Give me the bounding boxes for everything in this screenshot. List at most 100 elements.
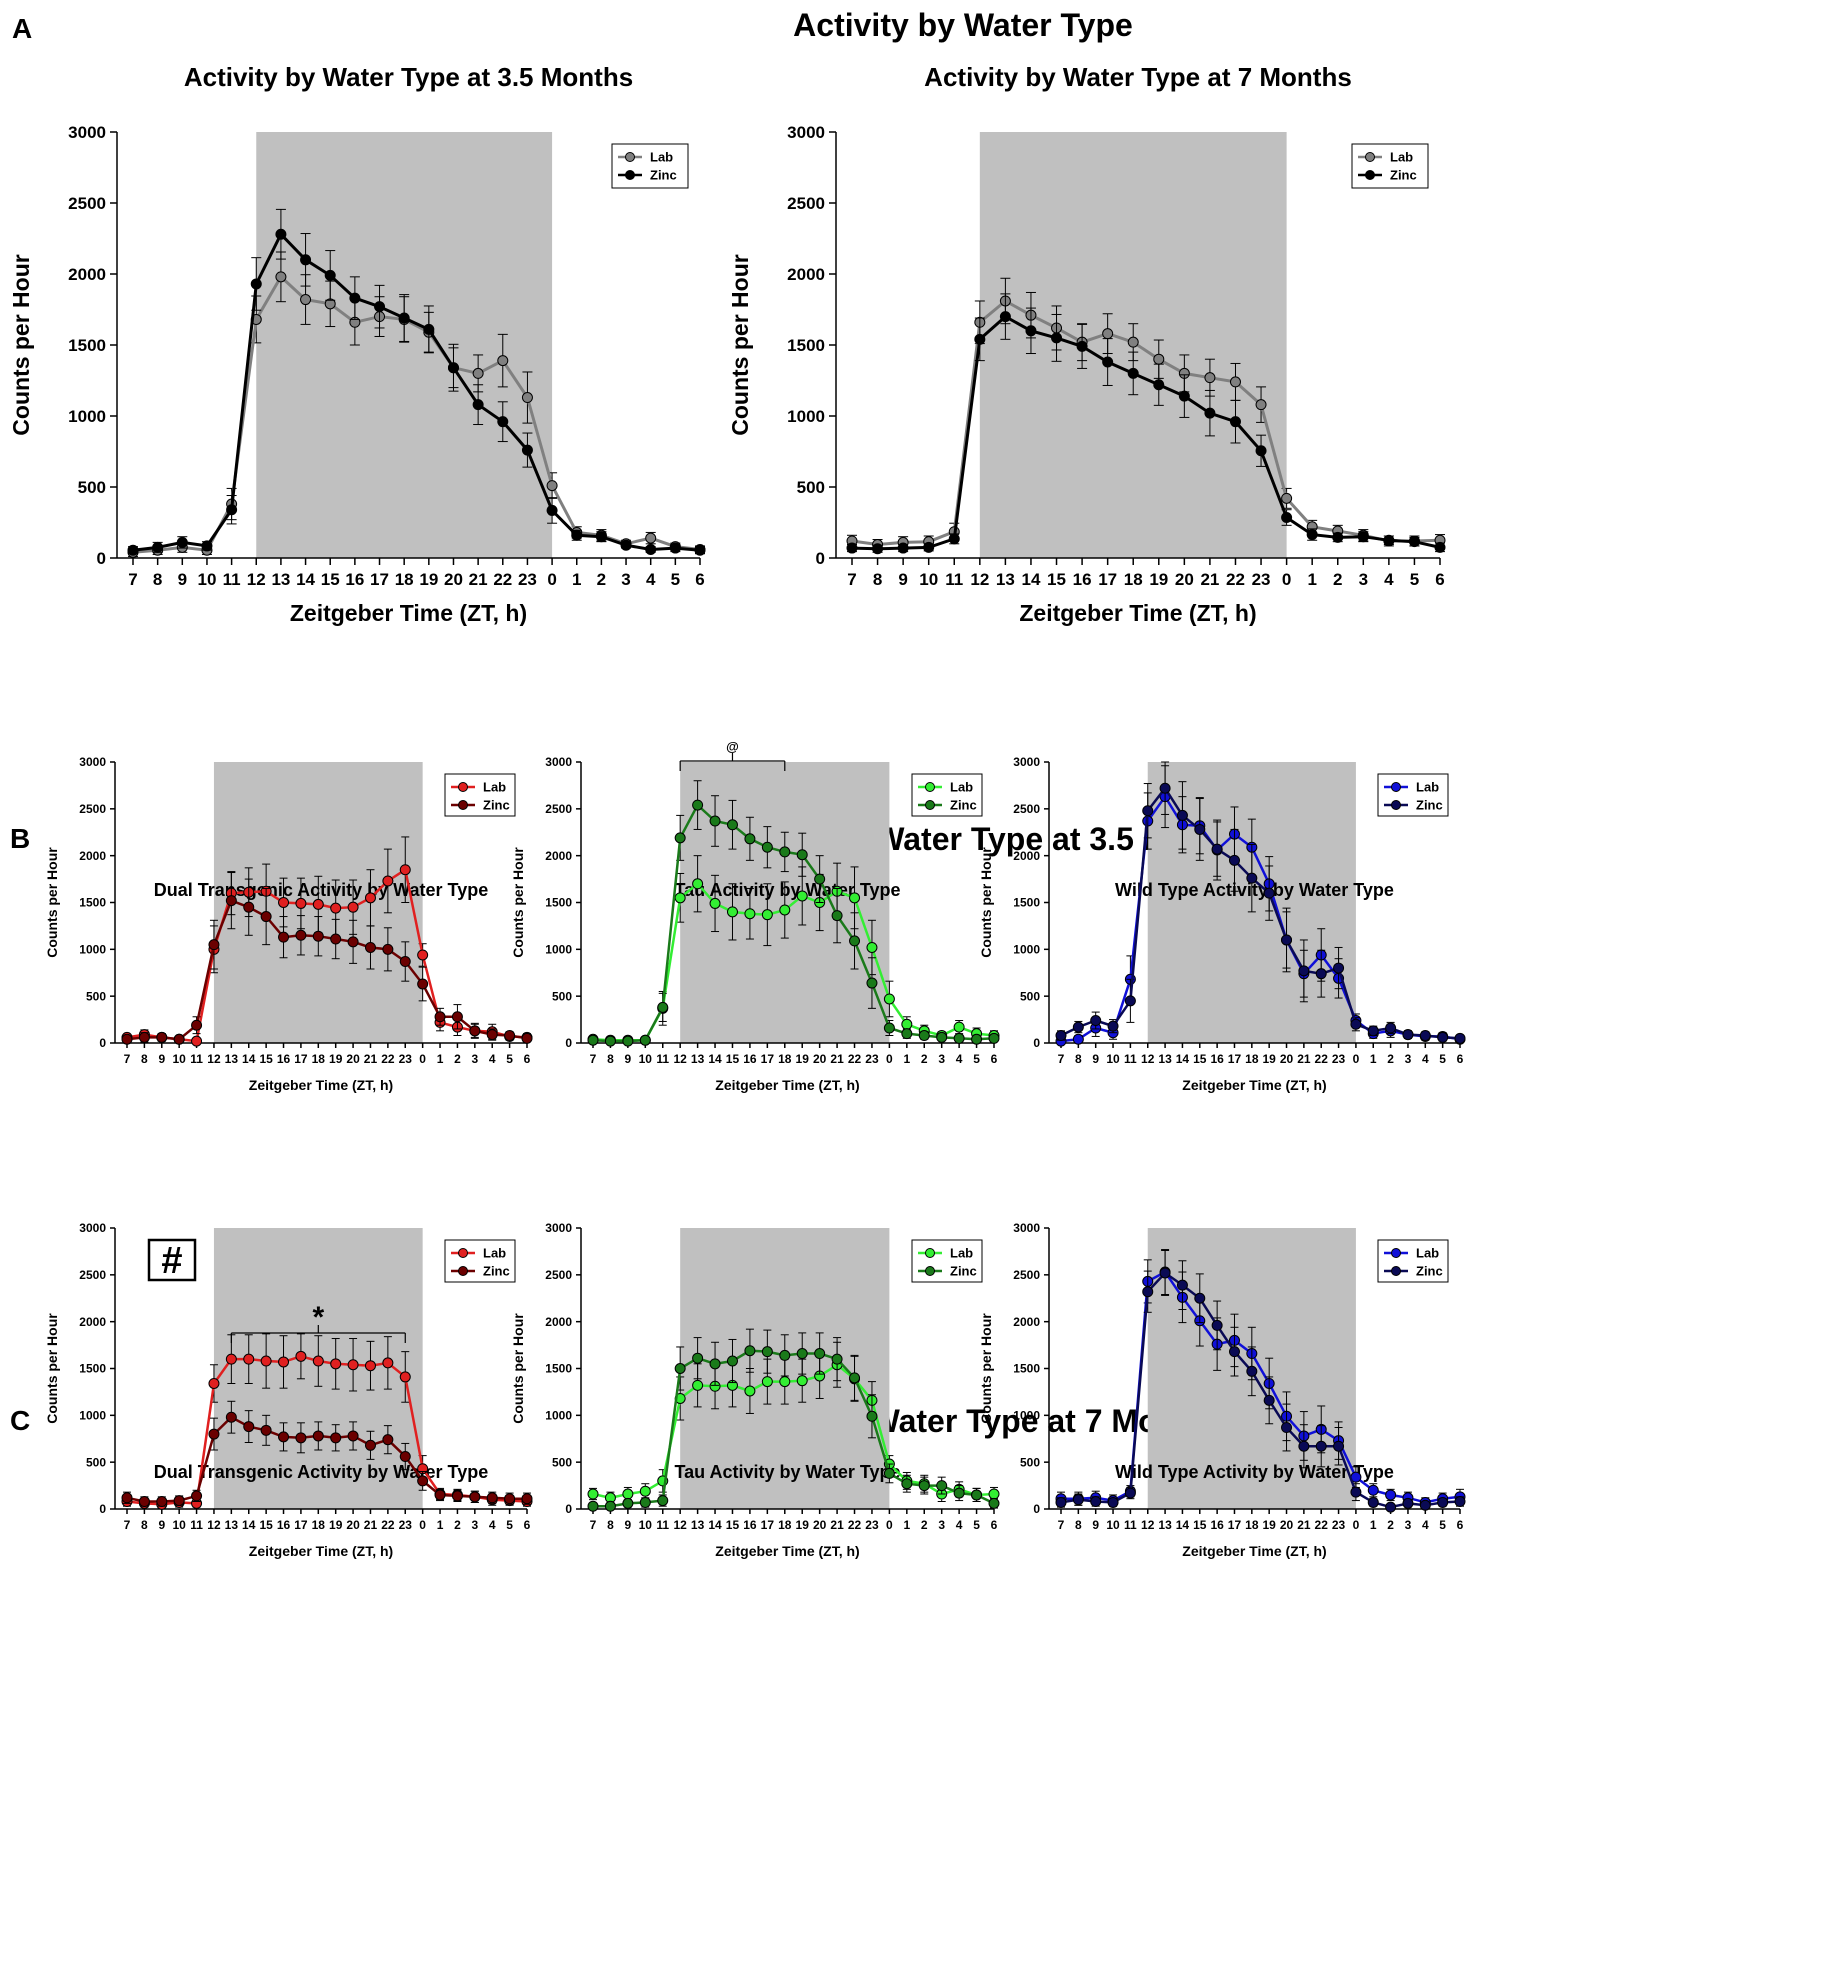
x-tick-label: 17 [761,1518,775,1532]
y-tick-label: 500 [1020,989,1040,1003]
y-axis-label: Counts per Hour [44,1313,60,1424]
data-point [330,1358,342,1370]
data-point [796,1375,808,1387]
x-tick-label: 16 [1210,1518,1224,1532]
legend-swatch-marker [925,800,935,810]
x-tick-label: 12 [970,570,989,589]
x-tick-label: 8 [607,1518,614,1532]
data-point [1367,1484,1379,1496]
data-point [1402,1497,1414,1509]
data-point [1246,1365,1258,1377]
x-tick-label: 5 [506,1518,513,1532]
x-tick-label: 15 [1193,1518,1207,1532]
y-tick-label: 0 [97,549,106,568]
x-axis-label: Zeitgeber Time (ZT, h) [290,600,527,626]
data-point [796,890,808,902]
x-tick-label: 8 [873,570,882,589]
data-point [1055,1030,1067,1042]
data-point [312,1355,324,1367]
significance-marker: * [312,1301,324,1334]
data-point [1383,534,1395,546]
data-point [201,540,213,552]
data-point [1194,823,1206,835]
data-point [883,1467,895,1479]
data-point [278,897,290,908]
x-tick-label: 7 [590,1518,597,1532]
data-point [849,935,861,947]
x-tick-label: 14 [296,570,315,589]
x-tick-label: 17 [1228,1052,1242,1066]
x-tick-label: 15 [726,1518,740,1532]
data-point [1228,1346,1240,1358]
legend-label: Lab [1416,1246,1439,1261]
hash-box: # [147,1238,197,1282]
legend-swatch-marker [458,782,468,792]
chart-title: Activity by Water Type at 7 Months [924,62,1352,92]
data-point [1051,332,1063,344]
data-point [295,929,307,941]
data-point [1127,336,1139,348]
x-tick-label: 2 [454,1052,461,1066]
x-tick-label: 5 [1439,1052,1446,1066]
data-point [709,815,721,827]
significance-annotation: * [230,1301,406,1343]
data-point [674,1363,686,1374]
data-point [779,1349,791,1361]
series-zinc [1055,761,1466,1044]
data-point [1194,1292,1206,1304]
x-tick-label: 20 [1280,1052,1294,1066]
data-point [1072,1494,1084,1506]
x-tick-label: 16 [1210,1052,1224,1066]
x-tick-label: 16 [743,1518,757,1532]
x-tick-label: 13 [996,570,1015,589]
data-point [250,278,262,290]
data-point [709,1358,721,1370]
data-point [1102,328,1114,340]
legend-label: Zinc [483,798,510,813]
data-point [451,1011,463,1023]
data-point [1350,1486,1362,1498]
x-tick-label: 6 [524,1052,531,1066]
data-point [999,311,1011,323]
x-tick-label: 15 [259,1518,273,1532]
data-point [191,1019,203,1031]
data-point [469,1025,481,1037]
data-point [349,292,361,304]
legend: Lab Zinc [1377,773,1449,817]
data-point [1142,805,1154,817]
y-axis-label: Counts per Hour [510,847,526,958]
data-point [324,269,336,281]
y-tick-label: 0 [99,1036,106,1050]
x-tick-label: 1 [437,1518,444,1532]
data-point [923,541,935,553]
x-tick-label: 0 [1353,1052,1360,1066]
y-tick-label: 0 [99,1502,106,1516]
x-tick-label: 22 [1315,1052,1329,1066]
data-point [447,362,459,374]
y-axis-label: Counts per Hour [8,254,34,435]
data-point [1437,1496,1449,1508]
legend-swatch-marker [1391,782,1401,792]
y-tick-label: 2000 [545,1315,572,1329]
data-point [726,906,738,918]
x-tick-label: 11 [656,1518,669,1532]
x-tick-label: 3 [1359,570,1368,589]
x-tick-label: 17 [761,1052,775,1066]
y-tick-label: 1500 [787,336,825,355]
x-tick-label: 6 [1435,570,1444,589]
data-point [587,1034,599,1046]
y-tick-label: 2000 [787,265,825,284]
data-point [901,1028,913,1040]
charts-layer: Activity by Water Type at 3.5 Months0500… [8,62,1466,1559]
y-tick-label: 0 [565,1502,572,1516]
data-point [121,1033,133,1045]
significance-annotation: @ [679,739,786,771]
data-point [1281,492,1293,504]
data-point [364,892,376,904]
panel-letter-c: C [10,1405,30,1436]
x-tick-label: 13 [1158,1518,1172,1532]
data-point [657,1001,669,1013]
data-point [176,536,188,548]
data-point [399,1371,411,1383]
data-point [692,878,704,890]
